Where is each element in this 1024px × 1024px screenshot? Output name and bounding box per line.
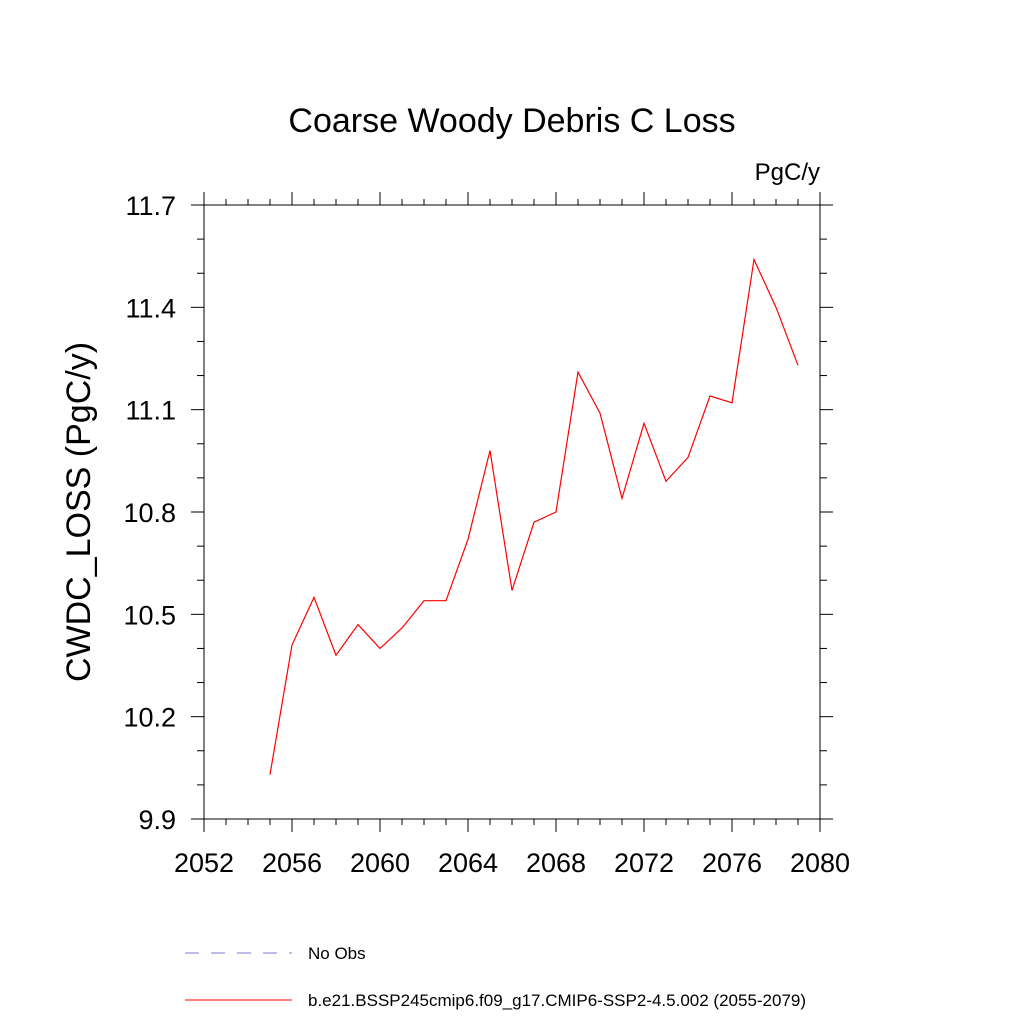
axis-tick-labels: 2052 2056 2060 2064 2068 2072 2076 2080 9.9 10.2 1…: [123, 191, 850, 878]
series-line-0: [269, 257, 799, 775]
x-tick-label: 2052: [174, 848, 234, 878]
x-tick-label: 2056: [262, 848, 322, 878]
chart-title: Coarse Woody Debris C Loss: [288, 102, 735, 140]
plot-frame: [203, 204, 821, 820]
units-label: PgC/y: [755, 159, 820, 186]
axis-ticks: [191, 192, 833, 832]
x-tick-label: 2080: [790, 848, 850, 878]
y-tick-label: 9.9: [138, 805, 176, 835]
x-tick-label: 2076: [702, 848, 762, 878]
legend-label-model-run: b.e21.BSSP245cmip6.f09_g17.CMIP6-SSP2-4.…: [308, 991, 806, 1010]
y-tick-label: 10.5: [123, 600, 176, 630]
y-tick-label: 10.2: [123, 703, 176, 733]
series-layer: [269, 257, 799, 775]
y-tick-label: 11.7: [125, 191, 176, 221]
legend: No Obs b.e21.BSSP245cmip6.f09_g17.CMIP6-…: [185, 944, 806, 1010]
legend-label-no-obs: No Obs: [308, 944, 366, 963]
x-tick-label: 2060: [350, 848, 410, 878]
y-tick-label: 11.4: [125, 293, 176, 323]
x-tick-label: 2064: [438, 848, 498, 878]
x-tick-label: 2068: [526, 848, 586, 878]
y-axis-label: CWDC_LOSS (PgC/y): [60, 342, 98, 682]
x-tick-label: 2072: [614, 848, 674, 878]
y-tick-label: 11.1: [125, 396, 176, 426]
y-tick-label: 10.8: [123, 498, 176, 528]
